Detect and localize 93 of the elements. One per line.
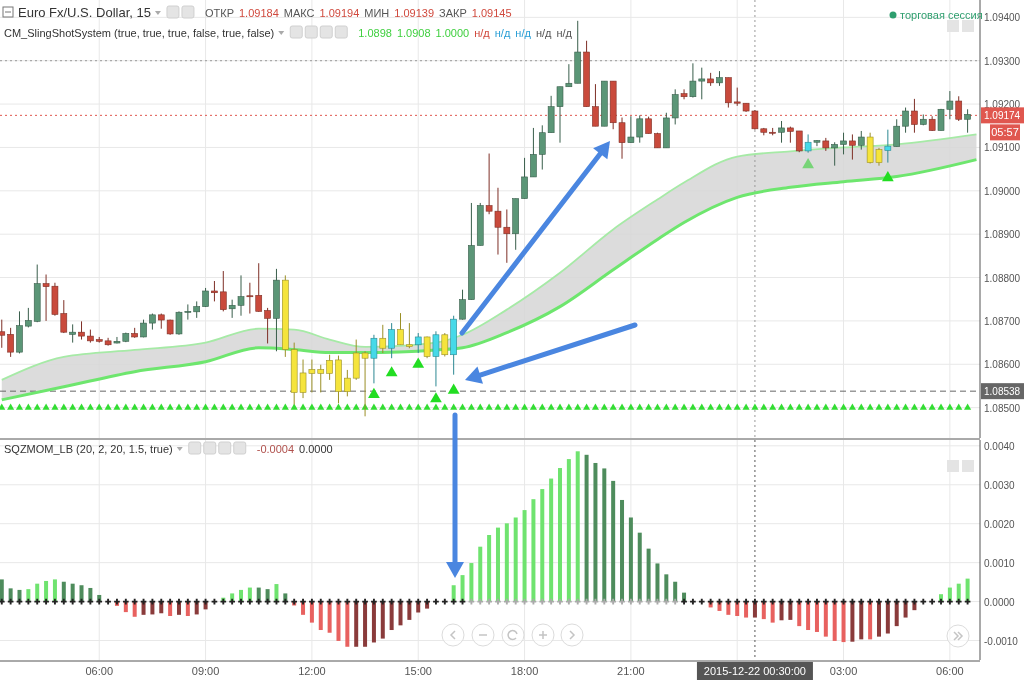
candlestick — [804, 133, 812, 154]
annotation: н/д — [474, 27, 491, 39]
candlestick — [955, 95, 963, 122]
x-tick-label: 18:00 — [510, 665, 539, 677]
y-tick-label: 0.0030 — [984, 479, 1016, 491]
y-tick-label: 1.08900 — [984, 229, 1021, 241]
chart-title: Euro Fx/U.S. Dollar, 15 — [18, 5, 151, 20]
annotation: 1.0898 — [358, 27, 392, 39]
candlestick — [849, 133, 856, 161]
annotation: ЗАКР — [439, 7, 467, 19]
point — [802, 158, 814, 169]
candlestick — [893, 118, 901, 148]
ref-line-label: 1.08538 — [984, 386, 1021, 398]
candlestick — [592, 83, 599, 127]
annotation: торговая сессия — [900, 9, 983, 21]
annotation: 1.09145 — [471, 7, 512, 19]
candlestick — [397, 312, 404, 346]
y-tick-label: 1.08500 — [984, 402, 1021, 414]
x-tick-label: 12:00 — [298, 665, 326, 677]
candlestick — [370, 334, 378, 384]
candlestick — [521, 157, 528, 200]
annotation: 1.09139 — [394, 7, 435, 19]
candlestick — [778, 120, 785, 144]
candlestick — [884, 129, 892, 164]
annotation: ОТКР — [204, 7, 234, 19]
annotation: 1.09194 — [319, 7, 360, 19]
candlestick — [414, 332, 422, 354]
candlestick — [530, 127, 537, 178]
annotation: н/д — [535, 27, 553, 39]
candlestick — [78, 320, 85, 341]
candlestick — [344, 369, 351, 397]
point — [368, 387, 380, 399]
ref-line-label: 1.09174 — [984, 110, 1021, 122]
candlestick — [857, 130, 865, 151]
candlestick — [432, 330, 440, 387]
y-tick-label: 1.09300 — [984, 55, 1021, 67]
y-tick-label: 0.0040 — [984, 440, 1016, 452]
annotation: н/д — [556, 27, 573, 39]
point — [412, 357, 425, 368]
text: 05:57 — [991, 126, 1019, 139]
candlestick — [831, 141, 838, 167]
annotation: 1.09184 — [238, 7, 279, 19]
candlestick — [0, 319, 6, 349]
point — [881, 171, 894, 182]
candlestick — [264, 307, 271, 344]
candlestick — [840, 132, 847, 155]
point — [430, 392, 442, 403]
y-tick-label: 1.08700 — [984, 315, 1021, 327]
y-tick-label: 1.09000 — [984, 185, 1021, 197]
y-tick-label: -0.0010 — [984, 635, 1019, 647]
annotation: 0.0000 — [299, 443, 333, 455]
x-tick-label: 06:00 — [85, 665, 114, 677]
y-tick-label: 1.08600 — [984, 359, 1021, 371]
candlestick — [326, 354, 333, 381]
annotation: н/д — [515, 27, 532, 39]
annotation: 1.0908 — [396, 27, 431, 39]
candlestick — [69, 323, 76, 344]
annotation: 1.0000 — [435, 27, 470, 39]
candlestick — [964, 108, 971, 134]
candlestick — [671, 88, 679, 125]
point — [385, 366, 398, 377]
y-tick-label: 1.08800 — [984, 272, 1021, 284]
annotation: -0.0004 — [256, 443, 295, 455]
candlestick — [459, 289, 466, 321]
point — [447, 383, 460, 394]
annotation: МАКС — [283, 7, 315, 19]
y-tick-label: 0.0020 — [984, 518, 1016, 530]
candlestick — [911, 98, 918, 134]
candlestick — [813, 139, 821, 147]
x-tick-label: 21:00 — [617, 665, 645, 677]
x-tick-label: 09:00 — [191, 665, 220, 677]
y-tick-label: 1.09400 — [984, 12, 1021, 24]
annotation: CM_SlingShotSystem (true, true, true, false, true, false) — [4, 27, 275, 39]
annotation: МИН — [364, 7, 390, 19]
x-tick-label: 03:00 — [829, 665, 858, 677]
candlestick — [441, 332, 449, 357]
candlestick — [219, 270, 227, 312]
candlestick — [379, 324, 387, 354]
candlestick — [406, 322, 413, 349]
y-tick-label: 1.09100 — [984, 142, 1021, 154]
candlestick — [423, 336, 431, 359]
candlestick — [902, 107, 909, 134]
x-tick-label: 06:00 — [936, 665, 964, 677]
candlestick — [388, 322, 395, 359]
candlestick — [7, 327, 14, 358]
annotation: н/д — [494, 27, 511, 39]
y-tick-label: 0.0000 — [984, 596, 1016, 608]
x-tick-label: 15:00 — [404, 665, 432, 677]
chart-title: SQZMOM_LB (20, 2, 20, 1.5, true) — [4, 443, 173, 455]
candlestick — [211, 280, 218, 302]
y-tick-label: 0.0010 — [984, 557, 1016, 569]
candlestick — [680, 88, 688, 100]
ref-line-label: 2015-12-22 00:30:00 — [703, 665, 807, 677]
